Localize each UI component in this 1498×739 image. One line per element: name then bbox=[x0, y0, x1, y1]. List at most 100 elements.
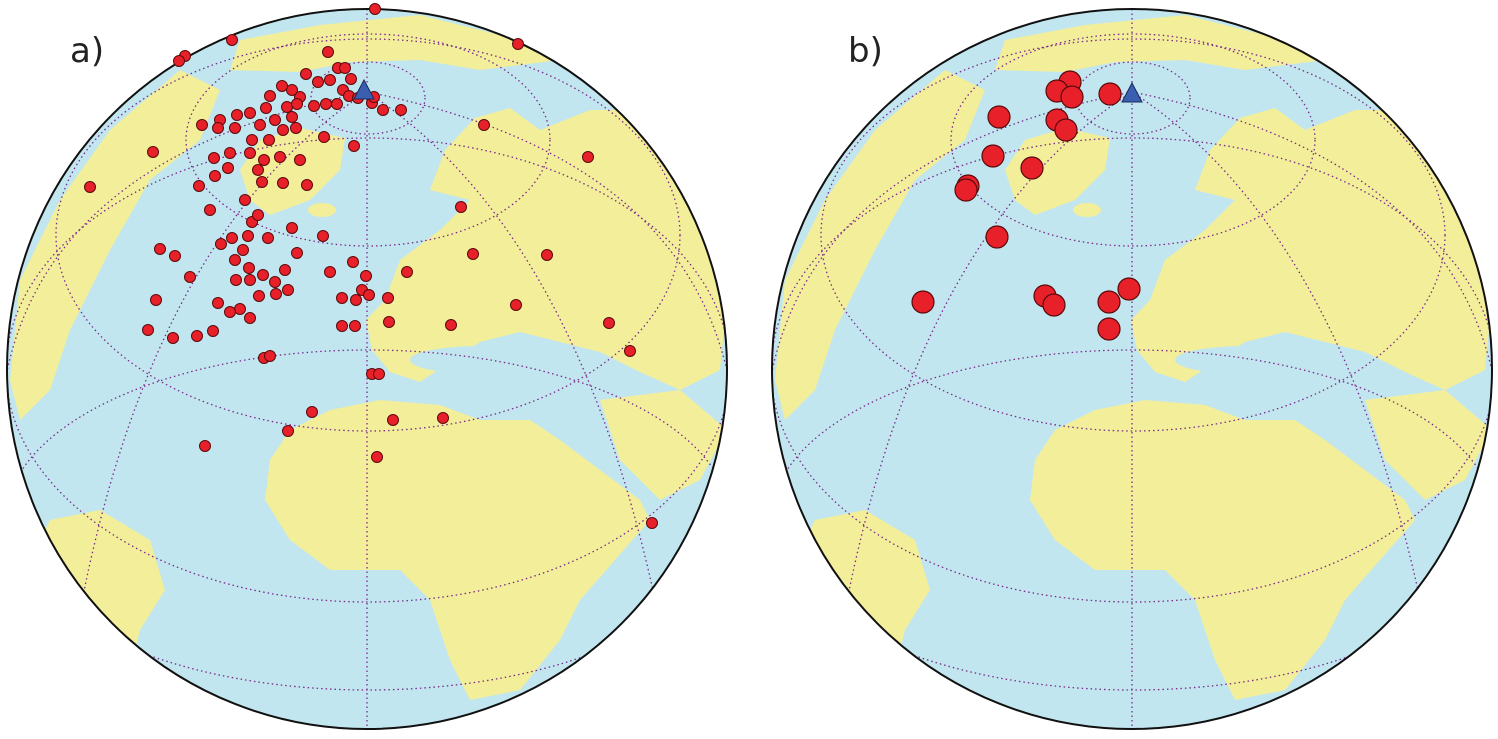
event-dot bbox=[291, 98, 303, 110]
event-dot bbox=[184, 271, 196, 283]
event-dot bbox=[512, 38, 524, 50]
event-dot bbox=[246, 134, 258, 146]
event-dot bbox=[445, 319, 457, 331]
station bbox=[353, 78, 375, 100]
event-dot bbox=[260, 102, 272, 114]
event-dot bbox=[237, 244, 249, 256]
event-dot bbox=[173, 55, 185, 67]
event-dot bbox=[226, 34, 238, 46]
event-dot bbox=[239, 194, 251, 206]
event-dot bbox=[1117, 277, 1141, 301]
panel-label: b) bbox=[848, 31, 883, 71]
event-dot bbox=[193, 180, 205, 192]
event-dot bbox=[981, 144, 1005, 168]
event-dot bbox=[222, 162, 234, 174]
event-dot bbox=[331, 98, 343, 110]
event-dot bbox=[252, 164, 264, 176]
event-dot bbox=[207, 325, 219, 337]
event-dot bbox=[383, 316, 395, 328]
event-dot bbox=[324, 74, 336, 86]
event-dot bbox=[277, 124, 289, 136]
event-dot bbox=[212, 297, 224, 309]
event-dot bbox=[264, 350, 276, 362]
event-dot bbox=[1042, 293, 1066, 317]
event-dot bbox=[312, 76, 324, 88]
station bbox=[1121, 81, 1143, 103]
event-dot bbox=[317, 230, 329, 242]
events bbox=[84, 3, 1143, 529]
event-dot bbox=[350, 294, 362, 306]
event-dot bbox=[276, 80, 288, 92]
event-dot bbox=[274, 151, 286, 163]
event-dot bbox=[987, 105, 1011, 129]
event-dot bbox=[262, 232, 274, 244]
event-dot bbox=[347, 256, 359, 268]
event-dot bbox=[277, 177, 289, 189]
event-dot bbox=[226, 232, 238, 244]
event-dot bbox=[369, 3, 381, 15]
event-dot bbox=[339, 62, 351, 74]
event-dot bbox=[252, 209, 264, 221]
event-dot bbox=[231, 109, 243, 121]
event-dot bbox=[264, 90, 276, 102]
event-dot bbox=[510, 299, 522, 311]
event-dot bbox=[1054, 118, 1078, 142]
globe-b bbox=[765, 0, 1498, 739]
event-dot bbox=[282, 425, 294, 437]
event-dot bbox=[437, 412, 449, 424]
event-dot bbox=[322, 46, 334, 58]
event-dot bbox=[294, 154, 306, 166]
event-dot bbox=[269, 276, 281, 288]
event-dot bbox=[286, 111, 298, 123]
event-dot bbox=[646, 517, 658, 529]
event-dot bbox=[242, 230, 254, 242]
event-dot bbox=[229, 254, 241, 266]
event-dot bbox=[243, 262, 255, 274]
event-dot bbox=[253, 290, 265, 302]
event-dot bbox=[281, 101, 293, 113]
event-dot bbox=[282, 284, 294, 296]
event-dot bbox=[911, 290, 935, 314]
event-dot bbox=[387, 414, 399, 426]
event-dot bbox=[244, 107, 256, 119]
event-dot bbox=[84, 181, 96, 193]
event-dot bbox=[150, 294, 162, 306]
event-dot bbox=[360, 270, 372, 282]
event-dot bbox=[336, 292, 348, 304]
event-dot bbox=[270, 288, 282, 300]
event-dot bbox=[154, 243, 166, 255]
event-dot bbox=[147, 146, 159, 158]
event-dot bbox=[258, 154, 270, 166]
event-dot bbox=[254, 119, 266, 131]
event-dot bbox=[224, 147, 236, 159]
event-dot bbox=[169, 250, 181, 262]
event-dot bbox=[318, 131, 330, 143]
event-dot bbox=[234, 303, 246, 315]
event-dot bbox=[1098, 82, 1122, 106]
event-dot bbox=[263, 134, 275, 146]
event-dot bbox=[467, 248, 479, 260]
event-dot bbox=[582, 151, 594, 163]
event-dot bbox=[229, 122, 241, 134]
event-dot bbox=[1097, 317, 1121, 341]
event-dot bbox=[269, 114, 281, 126]
event-dot bbox=[373, 368, 385, 380]
event-dot bbox=[306, 406, 318, 418]
event-dot bbox=[308, 100, 320, 112]
event-dot bbox=[371, 451, 383, 463]
event-dot bbox=[300, 68, 312, 80]
event-dot bbox=[624, 345, 636, 357]
event-dot bbox=[191, 330, 203, 342]
event-dot bbox=[382, 292, 394, 304]
event-dot bbox=[395, 104, 407, 116]
event-dot bbox=[345, 73, 357, 85]
event-dot bbox=[324, 266, 336, 278]
event-dot bbox=[167, 332, 179, 344]
event-dot bbox=[286, 222, 298, 234]
panel-label: a) bbox=[70, 31, 104, 71]
event-dot bbox=[212, 122, 224, 134]
event-dot bbox=[363, 289, 375, 301]
event-dot bbox=[209, 170, 221, 182]
event-dot bbox=[244, 274, 256, 286]
